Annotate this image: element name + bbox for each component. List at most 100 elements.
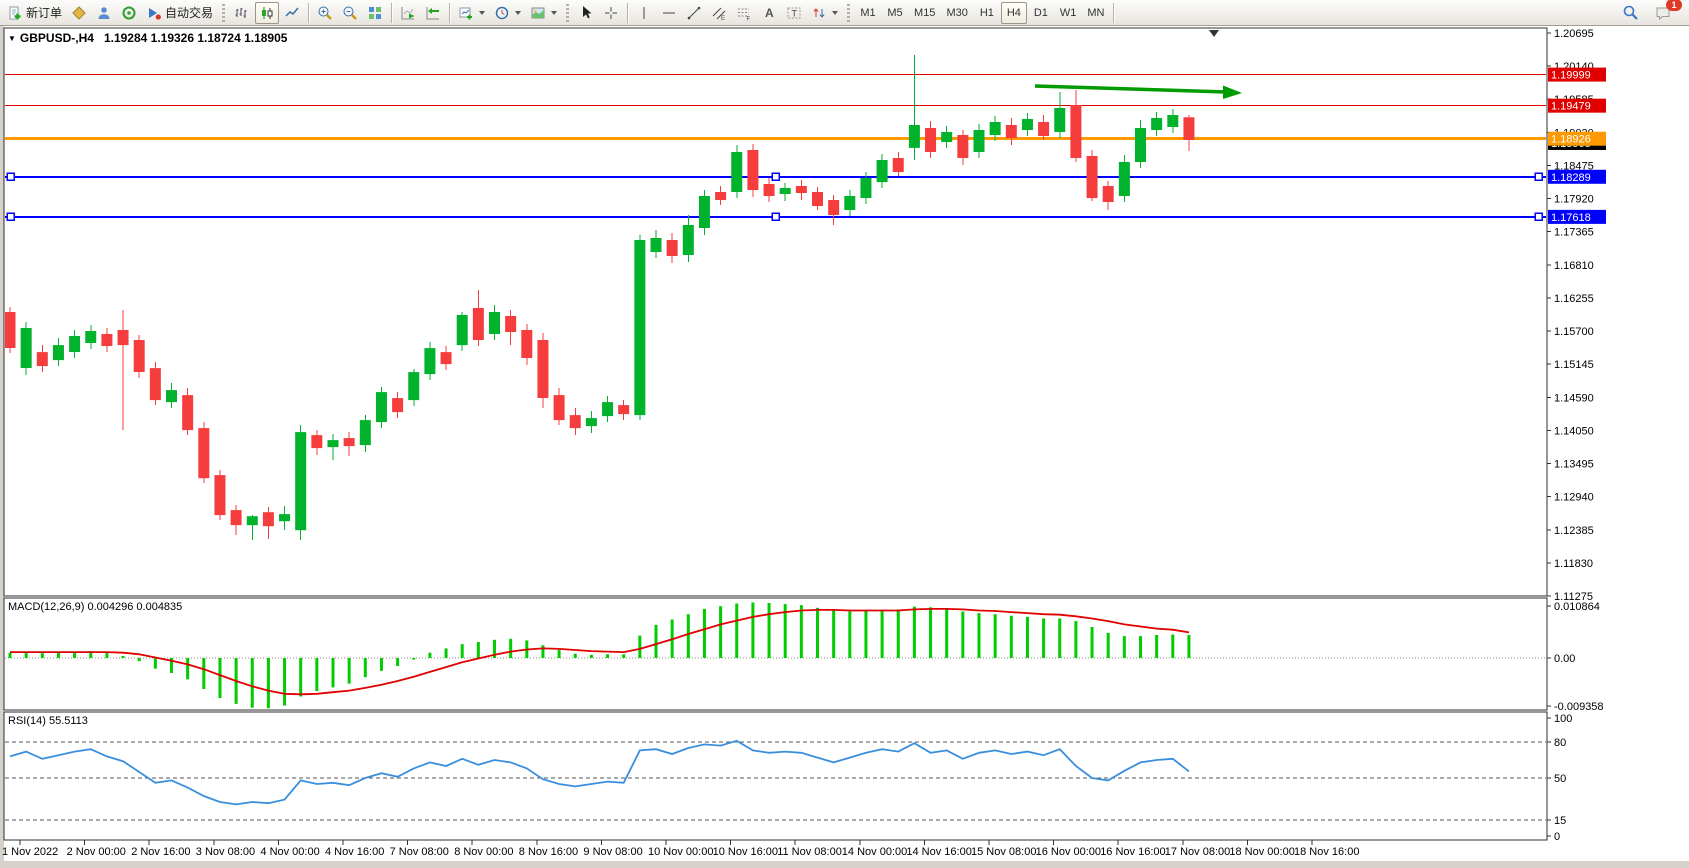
timeframe-button-m1[interactable]: M1 bbox=[855, 2, 881, 24]
navigator-icon bbox=[96, 5, 112, 21]
price-tick: 1.11275 bbox=[1554, 591, 1593, 603]
horizontal-line-button[interactable] bbox=[657, 2, 681, 24]
line-price-badge bbox=[1548, 67, 1606, 82]
horizontal-line-icon bbox=[661, 5, 677, 21]
price-tick: 1.14050 bbox=[1554, 425, 1594, 437]
chart-title: ▼ GBPUSD-,H4 1.19284 1.19326 1.18724 1.189… bbox=[8, 31, 287, 45]
timeframe-button-m15[interactable]: M15 bbox=[909, 2, 940, 24]
price-tick: 1.18475 bbox=[1554, 160, 1594, 172]
macd-histogram bbox=[8, 602, 1191, 709]
price-tick: 1.11830 bbox=[1554, 558, 1593, 570]
timeframe-button-m30[interactable]: M30 bbox=[941, 2, 972, 24]
notifications-button[interactable]: 1 bbox=[1651, 0, 1682, 24]
search-button[interactable] bbox=[1618, 2, 1643, 24]
text-button[interactable]: A bbox=[757, 2, 781, 24]
auto-scroll-button[interactable] bbox=[396, 2, 420, 24]
toolbar-right-tools: 1 bbox=[1618, 0, 1686, 24]
trend-arrow[interactable] bbox=[1034, 84, 1227, 94]
macd-tick: 0.00 bbox=[1554, 653, 1575, 665]
auto-trading-button[interactable]: 自动交易 bbox=[142, 2, 217, 24]
main-chart-pane[interactable] bbox=[3, 27, 1548, 597]
fibonacci-button[interactable]: F bbox=[732, 2, 756, 24]
chart-shift-button[interactable] bbox=[421, 2, 445, 24]
vertical-line-button[interactable] bbox=[632, 2, 656, 24]
trend-arrow-head bbox=[1223, 85, 1242, 99]
toolbar-separator bbox=[1113, 2, 1115, 23]
timeframe-button-m5[interactable]: M5 bbox=[882, 2, 908, 24]
chart-line-button[interactable] bbox=[280, 2, 304, 24]
toolbar-grip bbox=[566, 3, 570, 22]
dropdown-caret bbox=[479, 10, 486, 15]
zoom-out-button[interactable] bbox=[338, 2, 362, 24]
svg-text:1.17618: 1.17618 bbox=[1551, 212, 1591, 224]
search-icon bbox=[1622, 4, 1639, 21]
time-tick: 14 Nov 00:00 bbox=[842, 846, 907, 858]
price-tick: 1.12385 bbox=[1554, 525, 1594, 537]
navigator-button[interactable] bbox=[92, 2, 116, 24]
time-tick: 14 Nov 16:00 bbox=[906, 846, 971, 858]
shift-marker-icon[interactable] bbox=[1209, 30, 1219, 37]
timeframe-button-d1[interactable]: D1 bbox=[1028, 2, 1054, 24]
line-handle[interactable] bbox=[771, 212, 780, 222]
line-handle[interactable] bbox=[6, 172, 15, 182]
toolbar-separator bbox=[449, 2, 451, 23]
timeframe-button-h1[interactable]: H1 bbox=[974, 2, 1000, 24]
new-chart-button[interactable] bbox=[454, 2, 489, 24]
crosshair-button[interactable] bbox=[599, 2, 623, 24]
channel-icon: E bbox=[711, 5, 727, 21]
timeframe-button-mn[interactable]: MN bbox=[1082, 2, 1109, 24]
arrows-button[interactable] bbox=[807, 2, 842, 24]
toolbar-grip bbox=[847, 3, 851, 22]
templates-button[interactable] bbox=[526, 2, 561, 24]
chart-candles-button[interactable] bbox=[255, 1, 280, 24]
rsi-tick: 15 bbox=[1554, 815, 1566, 827]
equidistant-channel-button[interactable]: E bbox=[707, 2, 731, 24]
line-price-badge bbox=[1548, 131, 1606, 146]
chart-line-icon bbox=[284, 5, 300, 21]
line-price-badge bbox=[1548, 98, 1606, 113]
fibonacci-icon: F bbox=[736, 5, 752, 21]
strategy-tester-icon bbox=[121, 5, 137, 21]
rsi-line bbox=[9, 739, 1190, 806]
strategy-tester-button[interactable] bbox=[117, 2, 141, 24]
new-order-button[interactable]: 新订单 bbox=[3, 2, 66, 24]
line-handle[interactable] bbox=[6, 212, 15, 222]
new-chart-icon bbox=[458, 5, 474, 21]
zoom-in-button[interactable] bbox=[313, 2, 337, 24]
cursor-icon bbox=[578, 5, 594, 21]
tile-windows-button[interactable] bbox=[363, 2, 387, 24]
new-order-label: 新订单 bbox=[26, 6, 63, 20]
line-price-badge bbox=[1548, 169, 1606, 184]
rsi-indicator-label: RSI(14) 55.5113 bbox=[8, 715, 88, 727]
timeframe-button-h4[interactable]: H4 bbox=[1000, 1, 1027, 24]
chart-candles-icon bbox=[259, 5, 275, 21]
price-tick: 1.20695 bbox=[1554, 28, 1594, 40]
zoom-in-icon bbox=[317, 5, 333, 21]
chart-bars-button[interactable] bbox=[230, 2, 254, 24]
templates-icon bbox=[530, 5, 546, 21]
collapse-icon[interactable]: ▼ bbox=[8, 34, 16, 43]
price-tick: 1.17365 bbox=[1554, 227, 1594, 239]
line-handle[interactable] bbox=[1534, 212, 1543, 222]
vertical-line-icon bbox=[636, 5, 652, 21]
line-handle[interactable] bbox=[1534, 172, 1543, 182]
dropdown-caret bbox=[551, 10, 558, 15]
time-tick: 16 Nov 16:00 bbox=[1100, 846, 1165, 858]
rsi-tick: 0 bbox=[1554, 831, 1560, 843]
periods-button[interactable] bbox=[490, 2, 525, 24]
macd-pane[interactable] bbox=[3, 597, 1548, 711]
time-tick: 16 Nov 00:00 bbox=[1036, 846, 1101, 858]
toolbar-grip bbox=[222, 3, 226, 22]
chart-shift-icon bbox=[425, 5, 441, 21]
cursor-button[interactable] bbox=[574, 2, 598, 24]
line-handle[interactable] bbox=[771, 172, 780, 182]
trendline-button[interactable] bbox=[682, 2, 706, 24]
timeframe-button-w1[interactable]: W1 bbox=[1055, 2, 1082, 24]
market-watch-button[interactable] bbox=[67, 2, 91, 24]
toolbar-separator bbox=[308, 2, 310, 23]
line-price-badge bbox=[1548, 209, 1606, 224]
text-label-button[interactable]: T bbox=[782, 2, 806, 24]
rsi-pane[interactable] bbox=[3, 711, 1548, 841]
price-tick: 1.13495 bbox=[1554, 459, 1594, 471]
